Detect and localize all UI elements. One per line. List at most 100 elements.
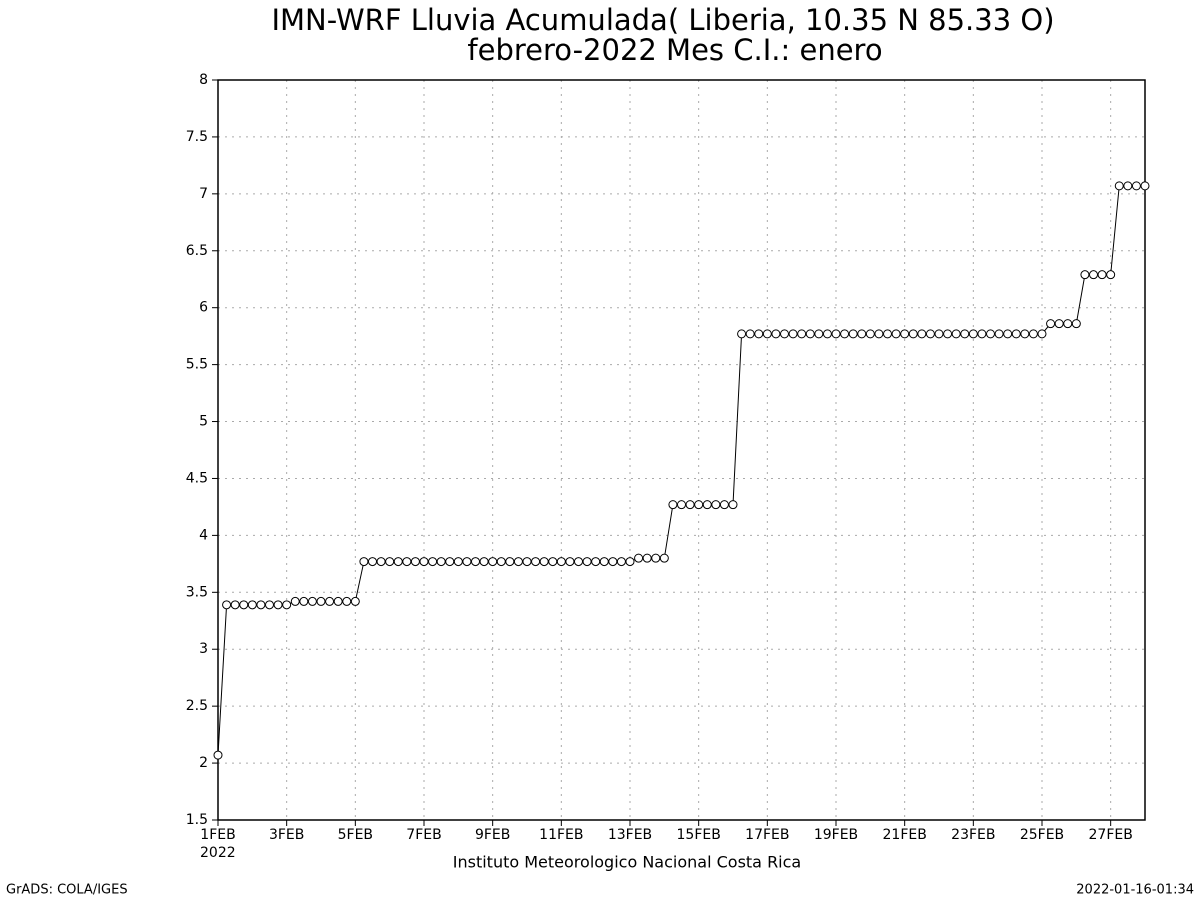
data-point xyxy=(977,329,987,339)
data-point xyxy=(1131,181,1141,191)
y-tick-label: 5 xyxy=(199,414,208,430)
data-point xyxy=(831,329,841,339)
data-point xyxy=(290,596,300,606)
data-point xyxy=(247,600,257,610)
data-point xyxy=(719,500,729,510)
data-point xyxy=(1140,181,1150,191)
data-point xyxy=(1089,270,1098,280)
data-point xyxy=(1054,319,1064,329)
y-tick-label: 3.5 xyxy=(186,584,208,600)
data-point xyxy=(1003,329,1013,339)
footer-right: 2022-01-16-01:34 xyxy=(1076,883,1194,898)
x-tick-label: 23FEB xyxy=(951,827,995,843)
data-point xyxy=(891,329,901,339)
x-axis-label: Instituto Meteorologico Nacional Costa R… xyxy=(453,853,801,872)
x-tick-label: 3FEB xyxy=(269,827,304,843)
data-point xyxy=(797,329,807,339)
data-point xyxy=(479,557,489,567)
data-point xyxy=(1020,329,1030,339)
data-point xyxy=(256,600,266,610)
data-point xyxy=(634,553,644,563)
data-point xyxy=(230,600,240,610)
data-point xyxy=(780,329,789,339)
data-point xyxy=(539,557,549,567)
data-point xyxy=(728,500,738,510)
data-point xyxy=(368,557,377,567)
x-axis-year: 2022 xyxy=(200,845,236,861)
data-point xyxy=(428,557,438,567)
data-point xyxy=(943,329,953,339)
y-tick-label: 2.5 xyxy=(186,698,208,714)
data-point xyxy=(385,557,395,567)
data-point xyxy=(642,553,652,563)
data-point xyxy=(471,557,480,567)
data-point xyxy=(325,596,335,606)
data-point xyxy=(1011,329,1021,339)
data-point xyxy=(668,500,678,510)
data-point xyxy=(745,329,755,339)
y-tick-label: 2 xyxy=(199,755,208,771)
x-tick-label: 11FEB xyxy=(539,827,583,843)
data-point xyxy=(1028,329,1038,339)
data-point xyxy=(874,329,884,339)
data-point xyxy=(556,557,566,567)
data-point xyxy=(925,329,935,339)
y-tick-label: 1.5 xyxy=(186,812,208,828)
data-point xyxy=(548,557,558,567)
data-point xyxy=(522,557,532,567)
data-point xyxy=(402,557,412,567)
data-point xyxy=(1080,270,1090,280)
data-point xyxy=(1046,319,1056,329)
chart-subtitle: febrero-2022 Mes C.I.: enero xyxy=(467,33,882,67)
x-tick-label: 19FEB xyxy=(814,827,858,843)
data-point xyxy=(265,600,274,610)
y-tick-label: 3 xyxy=(199,641,208,657)
data-point xyxy=(496,557,506,567)
data-point xyxy=(462,557,472,567)
x-tick-label: 1FEB xyxy=(200,827,235,843)
data-point xyxy=(1106,270,1116,280)
data-point xyxy=(316,596,326,606)
data-point xyxy=(659,553,669,563)
y-tick-label: 7 xyxy=(199,186,208,202)
data-point xyxy=(754,329,764,339)
data-point xyxy=(934,329,944,339)
data-point xyxy=(1114,181,1124,191)
data-point xyxy=(788,329,798,339)
data-point xyxy=(505,557,515,567)
data-point xyxy=(908,329,918,339)
data-point xyxy=(393,557,403,567)
y-tick-label: 8 xyxy=(199,72,208,88)
data-point xyxy=(986,329,995,339)
x-tick-label: 17FEB xyxy=(745,827,789,843)
x-tick-label: 13FEB xyxy=(608,827,652,843)
data-point xyxy=(239,600,249,610)
y-tick-label: 6 xyxy=(199,300,208,316)
data-point xyxy=(565,557,575,567)
x-tick-label: 21FEB xyxy=(883,827,927,843)
data-point xyxy=(651,553,661,563)
data-point xyxy=(883,329,892,339)
data-point xyxy=(951,329,961,339)
data-point xyxy=(900,329,910,339)
data-point xyxy=(591,557,601,567)
data-point xyxy=(737,329,747,339)
data-point xyxy=(453,557,463,567)
data-point xyxy=(625,557,635,567)
data-point xyxy=(822,329,832,339)
data-point xyxy=(917,329,927,339)
data-point xyxy=(677,500,686,510)
data-point xyxy=(608,557,618,567)
data-point xyxy=(994,329,1004,339)
y-tick-label: 4 xyxy=(199,527,208,543)
data-point xyxy=(376,557,386,567)
data-point xyxy=(531,557,541,567)
data-point xyxy=(685,500,695,510)
data-point xyxy=(1071,319,1081,329)
data-point xyxy=(359,557,369,567)
data-point xyxy=(513,557,523,567)
data-point xyxy=(848,329,858,339)
data-point xyxy=(445,557,455,567)
plot-frame xyxy=(217,79,1146,821)
